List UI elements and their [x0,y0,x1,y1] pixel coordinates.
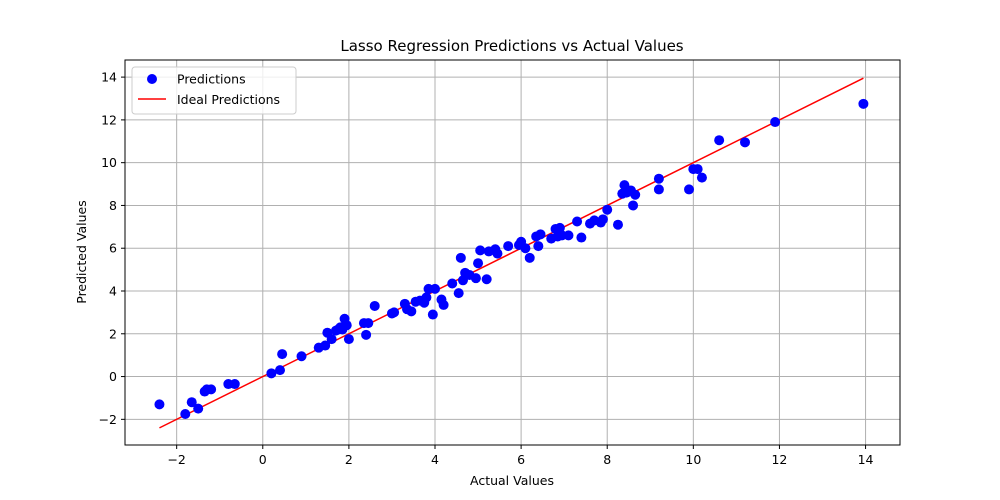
y-tick-label: 2 [109,326,117,341]
prediction-point [684,184,695,195]
prediction-point [438,299,449,310]
prediction-point [430,283,440,294]
y-tick-label: −2 [99,412,117,427]
chart-title: Lasso Regression Predictions vs Actual V… [340,37,683,55]
prediction-point [406,306,417,317]
prediction-point [455,252,466,263]
prediction-point [427,309,438,320]
prediction-point [341,320,352,331]
prediction-point [563,230,574,241]
y-tick-label: 14 [101,70,117,85]
prediction-point [343,334,354,345]
prediction-point [453,288,464,299]
prediction-point [193,403,204,414]
y-axis-ticks: −2 0 2 4 6 8 10 12 14 [99,70,125,427]
prediction-point [229,379,240,390]
prediction-points [154,98,869,419]
prediction-point [602,204,613,215]
prediction-point [692,164,703,175]
prediction-point [535,229,546,240]
prediction-point [389,307,400,318]
prediction-point [481,274,492,285]
x-tick-label: 0 [259,452,267,467]
prediction-point [326,334,337,345]
prediction-point [470,273,481,284]
y-tick-label: 6 [109,241,117,256]
legend-label-predictions: Predictions [177,72,246,87]
prediction-point [266,368,277,379]
prediction-point [628,200,639,211]
prediction-point [492,248,503,259]
prediction-point [576,232,587,243]
x-tick-label: 10 [685,452,701,467]
prediction-point [369,300,380,311]
prediction-point [770,117,781,128]
prediction-point [296,351,307,362]
legend-label-ideal: Ideal Predictions [177,92,280,107]
y-tick-label: 8 [109,198,117,213]
prediction-point [653,173,664,184]
legend-marker-predictions [147,74,157,84]
prediction-point [572,216,583,227]
legend: Predictions Ideal Predictions [131,66,297,115]
prediction-point [696,172,707,183]
prediction-point [277,349,288,360]
prediction-point [447,278,458,289]
y-tick-label: 0 [109,369,117,384]
prediction-point [275,365,285,376]
x-axis-title: Actual Values [470,473,554,488]
prediction-point [533,241,544,252]
y-tick-label: 4 [109,284,117,299]
prediction-point [520,243,531,254]
prediction-point [320,340,331,351]
y-tick-label: 10 [101,155,117,170]
x-tick-label: 2 [345,452,353,467]
plot-frame [124,59,901,446]
prediction-point [475,245,486,256]
ideal-line-layer [159,77,864,429]
prediction-point [363,318,374,329]
x-axis-ticks: −2 0 2 4 6 8 10 12 14 [167,445,874,467]
prediction-point [503,241,514,252]
y-tick-label: 12 [101,112,117,127]
prediction-point [612,219,623,230]
prediction-point [653,184,664,195]
x-tick-label: 14 [858,452,874,467]
prediction-point [524,252,535,263]
prediction-point [186,397,197,408]
prediction-point [206,384,217,395]
prediction-point [630,189,641,200]
prediction-point [858,98,869,109]
legend-box [131,66,297,115]
prediction-point [740,137,750,148]
prediction-point [714,135,725,146]
prediction-point [154,399,165,410]
x-tick-label: 4 [431,452,439,467]
x-tick-label: 12 [771,452,787,467]
x-tick-label: 8 [603,452,611,467]
y-axis-title: Predicted Values [74,200,89,304]
prediction-point [597,214,608,225]
prediction-point [361,329,372,340]
prediction-point [473,258,484,269]
prediction-point [421,292,432,303]
prediction-point [180,408,191,419]
x-tick-label: 6 [517,452,525,467]
ideal-predictions-line [159,77,864,429]
x-tick-label: −2 [167,452,185,467]
